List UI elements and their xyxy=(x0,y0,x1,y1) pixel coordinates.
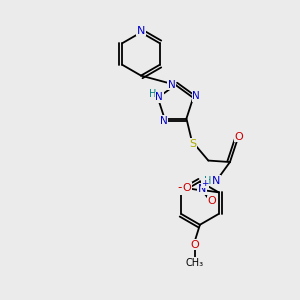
Text: O: O xyxy=(235,131,243,142)
Text: -: - xyxy=(177,181,182,194)
Text: N: N xyxy=(155,92,163,102)
Text: H: H xyxy=(204,176,212,186)
Text: N: N xyxy=(212,176,220,186)
Text: N: N xyxy=(198,184,206,194)
Text: H: H xyxy=(149,89,156,99)
Text: S: S xyxy=(189,139,196,149)
Text: O: O xyxy=(182,182,191,193)
Text: O: O xyxy=(207,196,216,206)
Text: O: O xyxy=(190,240,199,250)
Text: CH₃: CH₃ xyxy=(186,258,204,268)
Text: N: N xyxy=(192,91,200,101)
Text: N: N xyxy=(160,116,168,126)
Text: N: N xyxy=(168,80,176,90)
Text: +: + xyxy=(201,179,208,188)
Text: N: N xyxy=(137,26,145,36)
